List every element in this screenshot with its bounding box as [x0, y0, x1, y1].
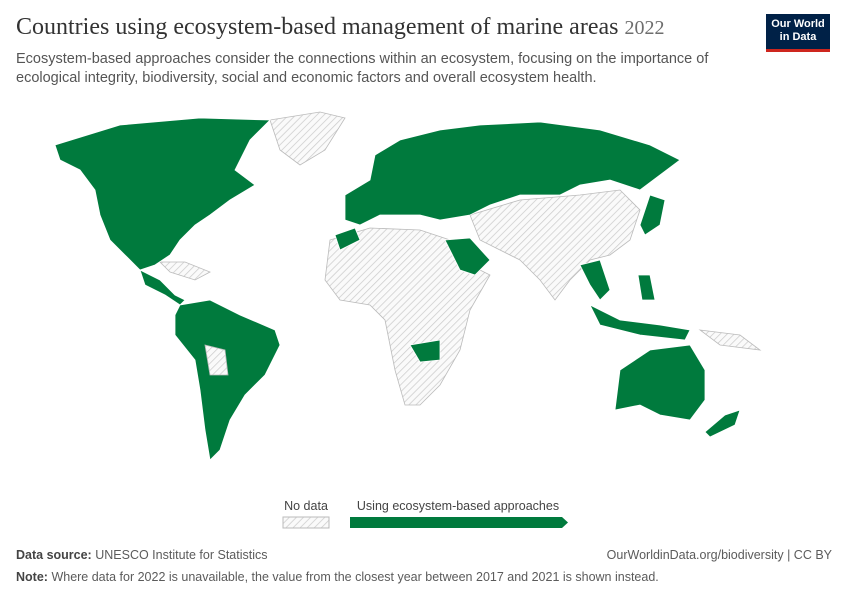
source-text: UNESCO Institute for Statistics: [95, 548, 268, 562]
country-using[interactable]: [409, 339, 441, 363]
country-using[interactable]: [174, 299, 281, 461]
note: Note: Where data for 2022 is unavailable…: [16, 570, 659, 584]
country-using[interactable]: [614, 344, 706, 421]
no-data-region[interactable]: [159, 261, 211, 281]
year: 2022: [624, 17, 665, 39]
legend-swatch[interactable]: [350, 517, 568, 528]
source: Data source: UNESCO Institute for Statis…: [16, 548, 268, 562]
no-data-region[interactable]: [469, 189, 641, 301]
title-block: Countries using ecosystem-based manageme…: [16, 14, 664, 41]
note-label: Note:: [16, 570, 48, 584]
countries: [54, 111, 762, 461]
no-data-region[interactable]: [204, 344, 229, 376]
legend-label: No data: [284, 499, 328, 513]
country-using[interactable]: [589, 304, 691, 341]
link[interactable]: OurWorldinData.org/biodiversity | CC BY: [606, 548, 832, 562]
country-using[interactable]: [139, 269, 186, 306]
no-data-region[interactable]: [324, 227, 491, 406]
country-using[interactable]: [334, 227, 361, 251]
legend-swatch[interactable]: [282, 516, 330, 529]
logo[interactable]: Our World in Data: [766, 14, 830, 52]
country-using[interactable]: [704, 409, 741, 438]
note-text: Where data for 2022 is unavailable, the …: [51, 570, 659, 584]
no-data-region[interactable]: [698, 329, 762, 351]
country-using[interactable]: [444, 237, 491, 276]
country-using[interactable]: [344, 121, 681, 226]
title: Countries using ecosystem-based manageme…: [16, 14, 619, 40]
country-using[interactable]: [639, 194, 666, 236]
country-using[interactable]: [54, 117, 271, 271]
subtitle: Ecosystem-based approaches consider the …: [16, 51, 709, 86]
legend: No data Using ecosystem-based approaches: [282, 499, 568, 529]
country-using[interactable]: [637, 274, 656, 301]
logo-line: Our World: [771, 18, 825, 30]
logo-line: in Data: [779, 31, 817, 43]
source-label: Data source:: [16, 548, 92, 562]
legend-label: Using ecosystem-based approaches: [357, 499, 559, 513]
map: No data Using ecosystem-based approaches: [54, 111, 762, 529]
no-data-region[interactable]: [269, 111, 346, 166]
country-using[interactable]: [579, 259, 611, 301]
